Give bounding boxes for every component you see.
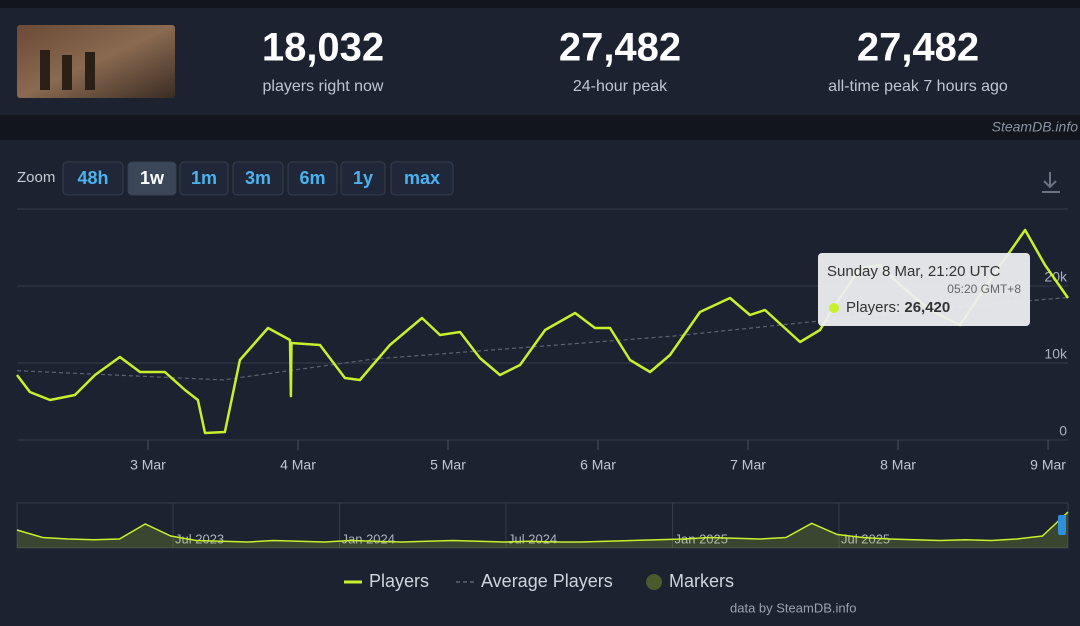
- navigator-label: Jul 2024: [508, 531, 557, 546]
- zoom-button[interactable]: [127, 161, 177, 196]
- x-tick-label: 5 Mar: [430, 457, 466, 473]
- navigator-area: [17, 512, 1068, 548]
- source-label: SteamDB.info: [992, 119, 1079, 135]
- stat-label: 24-hour peak: [573, 78, 668, 95]
- navigator-label: Jan 2025: [675, 531, 729, 546]
- legend-label[interactable]: Markers: [669, 571, 734, 591]
- game-cover: [17, 25, 175, 98]
- navigator-label: Jul 2023: [175, 531, 224, 546]
- cover-figure: [85, 52, 95, 90]
- navigator-frame: [16, 502, 1069, 549]
- zoom-button[interactable]: [62, 161, 124, 196]
- zoom-label: Zoom: [17, 169, 55, 186]
- stat-label: players right now: [263, 78, 384, 95]
- zoom-option[interactable]: 3m: [245, 168, 271, 188]
- zoom-option[interactable]: 1y: [353, 168, 373, 188]
- legend-label[interactable]: Players: [369, 571, 429, 591]
- y-tick-label: 0: [1059, 423, 1067, 439]
- zoom-option[interactable]: 48h: [77, 168, 108, 188]
- tooltip-dot: [829, 303, 839, 313]
- zoom-option[interactable]: max: [404, 168, 440, 188]
- stat-value: 27,482: [857, 26, 979, 70]
- tooltip-date: Sunday 8 Mar, 21:20 UTC: [827, 263, 1001, 280]
- tooltip-series: Players:: [846, 299, 900, 316]
- stat-label: all-time peak 7 hours ago: [828, 78, 1008, 95]
- x-tick-label: 6 Mar: [580, 457, 616, 473]
- tooltip-local: 05:20 GMT+8: [947, 282, 1021, 296]
- x-tick-label: 8 Mar: [880, 457, 916, 473]
- zoom-button[interactable]: [232, 161, 284, 196]
- x-tick-label: 4 Mar: [280, 457, 316, 473]
- header-panel: [0, 8, 1080, 115]
- tooltip-row: Players: 26,420: [846, 299, 950, 316]
- cover-figure: [40, 50, 50, 90]
- x-tick-label: 9 Mar: [1030, 457, 1066, 473]
- navigator-label: Jan 2024: [342, 531, 396, 546]
- zoom-option[interactable]: 6m: [299, 168, 325, 188]
- x-tick-label: 3 Mar: [130, 457, 166, 473]
- navigator-line: [16, 511, 1069, 543]
- chart-panel: [0, 140, 1080, 626]
- cover-figure: [62, 55, 72, 90]
- navigator-label: Jul 2025: [841, 531, 890, 546]
- tooltip-value: 26,420: [904, 299, 950, 316]
- zoom-button[interactable]: [340, 161, 386, 196]
- zoom-button[interactable]: [390, 161, 454, 196]
- legend-label[interactable]: Average Players: [481, 571, 613, 591]
- zoom-button[interactable]: [287, 161, 338, 196]
- navigator-handle[interactable]: [1058, 515, 1066, 535]
- stat-value: 18,032: [262, 26, 384, 70]
- zoom-option[interactable]: 1w: [140, 168, 165, 188]
- x-tick-label: 7 Mar: [730, 457, 766, 473]
- credit: data by SteamDB.info: [730, 600, 856, 615]
- stat-value: 27,482: [559, 26, 681, 70]
- download-icon[interactable]: [1042, 172, 1060, 193]
- legend-swatch[interactable]: [646, 574, 662, 590]
- tooltip-box: [818, 253, 1030, 326]
- y-tick-label: 10k: [1044, 346, 1068, 362]
- zoom-option[interactable]: 1m: [191, 168, 217, 188]
- zoom-button[interactable]: [179, 161, 229, 196]
